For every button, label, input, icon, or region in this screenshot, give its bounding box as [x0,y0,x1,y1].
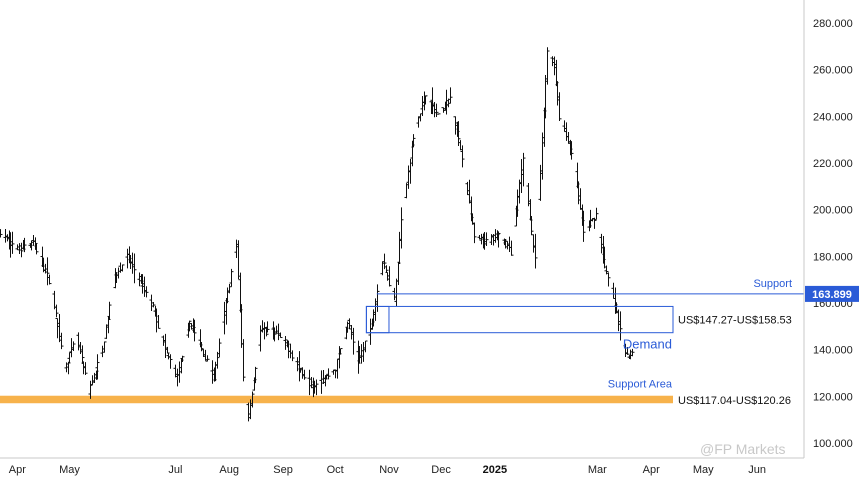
x-axis-ticks: Apr May Jul Aug Sep Oct Nov Dec 2025 Mar Apr May Jun [9,464,766,476]
y-tick-label: 120.000 [813,391,853,403]
price-tag-value: 163.899 [812,289,852,301]
x-tick-label: Aug [219,464,239,476]
watermark-text: @FP Markets [700,441,786,457]
x-tick-label: Oct [327,464,344,476]
y-tick-label: 220.000 [813,158,853,170]
x-tick-label: May [59,464,80,476]
x-tick-label: Sep [273,464,293,476]
ohlc-bars [0,47,635,422]
demand-label: Demand [623,337,672,352]
x-tick-label: Apr [643,464,660,476]
x-tick-label: 2025 [483,464,507,476]
y-tick-label: 240.000 [813,111,853,123]
x-tick-label: Dec [431,464,451,476]
x-tick-label: Jun [748,464,766,476]
demand-range-label: US$147.27-US$158.53 [678,315,792,327]
y-tick-label: 260.000 [813,65,853,77]
x-tick-label: May [693,464,714,476]
x-tick-label: Apr [9,464,26,476]
x-tick-label: Nov [379,464,399,476]
support-area-label: Support Area [608,379,673,391]
y-tick-label: 140.000 [813,345,853,357]
y-tick-label: 180.000 [813,251,853,263]
demand-zone-box [365,305,674,334]
x-tick-label: Jul [168,464,182,476]
support-label: Support [753,278,792,290]
y-tick-label: 100.000 [813,438,853,450]
support-area-band [0,395,673,404]
x-tick-label: Mar [588,464,607,476]
price-tag [805,285,859,302]
y-tick-label: 280.000 [813,18,853,30]
y-tick-label: 200.000 [813,205,853,217]
support-area-range-label: US$117.04-US$120.26 [678,395,791,407]
